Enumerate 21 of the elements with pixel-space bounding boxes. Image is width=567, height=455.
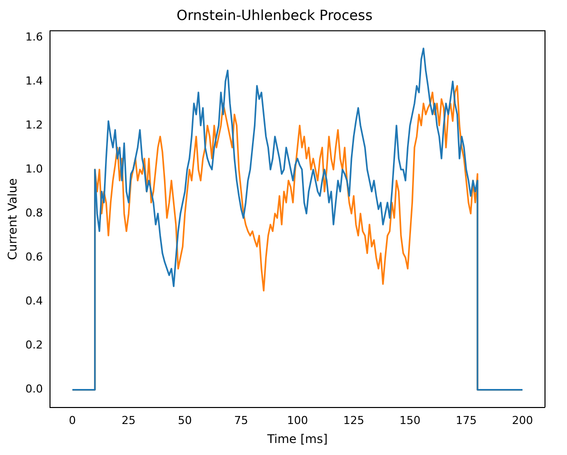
x-axis-title: Time [ms] <box>266 432 328 446</box>
x-tick-label: 175 <box>456 414 477 427</box>
y-tick-label: 1.6 <box>25 30 43 44</box>
y-tick-label: 1.0 <box>25 162 43 176</box>
x-tick-label: 100 <box>286 414 308 427</box>
x-tick-label: 125 <box>343 414 364 427</box>
chart-title: Ornstein-Uhlenbeck Process <box>176 8 372 24</box>
y-axis-title: Current Value <box>5 178 20 260</box>
y-tick-label: 1.2 <box>25 118 43 132</box>
y-tick-label: 1.4 <box>25 74 43 88</box>
x-tick-label: 150 <box>399 414 420 427</box>
x-tick-label: 50 <box>178 414 192 427</box>
y-tick-label: 0.8 <box>25 206 43 220</box>
x-tick-label: 25 <box>122 414 136 427</box>
y-tick-label: 0.4 <box>25 294 43 308</box>
x-tick-label: 75 <box>234 414 248 427</box>
y-tick-label: 0.6 <box>25 250 43 264</box>
y-tick-label: 0.2 <box>25 338 43 352</box>
x-tick-label: 0 <box>68 414 76 427</box>
x-tick-label: 200 <box>512 414 533 427</box>
y-tick-label: 0.0 <box>25 382 43 396</box>
